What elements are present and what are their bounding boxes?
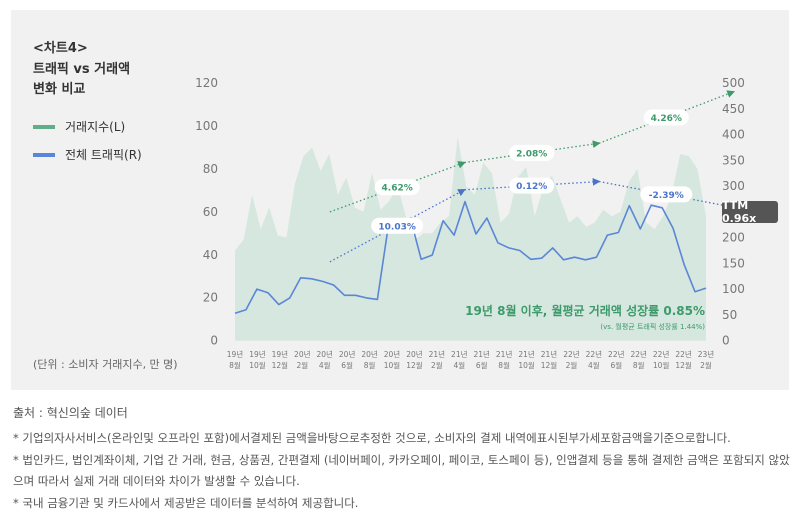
- legend-label-transaction-index: 거래지수(L): [65, 120, 126, 134]
- x-tick-year: 20년: [384, 349, 401, 359]
- x-tick-year: 20년: [361, 349, 378, 359]
- x-tick-month: 10월: [653, 360, 670, 370]
- growth-label: 2.08%: [516, 149, 547, 159]
- transaction-index-area: [235, 136, 706, 341]
- growth-arrow: [464, 178, 601, 191]
- x-tick-month: 8월: [364, 360, 376, 370]
- legend-label-traffic: 전체 트래픽(R): [65, 148, 142, 162]
- growth-label: 4.26%: [651, 114, 682, 124]
- right-axis-tick: 50: [722, 308, 737, 322]
- x-tick-year: 21년: [451, 349, 468, 359]
- x-tick-month: 2월: [296, 360, 308, 370]
- growth-arrow: [464, 140, 601, 164]
- x-tick-month: 6월: [610, 360, 622, 370]
- right-axis-tick: 300: [722, 179, 745, 193]
- x-tick-month: 12월: [406, 360, 423, 370]
- right-axis-tick: 100: [722, 282, 745, 296]
- growth-label: 10.03%: [378, 222, 416, 232]
- growth-summary: 19년 8월 이후, 월평균 거래액 성장률 0.85%: [465, 304, 705, 318]
- x-tick-month: 8월: [633, 360, 645, 370]
- x-tick-year: 22년: [563, 349, 580, 359]
- chart-title: 트래픽 vs 거래액 변화 비교: [33, 62, 131, 97]
- legend-item-traffic: 전체 트래픽(R): [33, 146, 142, 163]
- x-tick-year: 21년: [518, 349, 535, 359]
- x-tick-month: 2월: [431, 360, 443, 370]
- legend-item-transaction-index: 거래지수(L): [33, 118, 125, 135]
- x-tick-month: 8월: [498, 360, 510, 370]
- growth-label: 0.12%: [516, 182, 547, 192]
- x-tick-month: 10월: [518, 360, 535, 370]
- x-tick-year: 23년: [698, 349, 715, 359]
- x-tick-month: 2월: [700, 360, 712, 370]
- x-tick-year: 21년: [496, 349, 513, 359]
- growth-label: 4.62%: [382, 184, 413, 194]
- x-tick-year: 19년: [272, 349, 289, 359]
- left-axis-tick: 100: [195, 119, 218, 133]
- right-axis-tick: 500: [722, 76, 745, 90]
- x-tick-month: 2월: [566, 360, 578, 370]
- x-tick-year: 22년: [675, 349, 692, 359]
- x-tick-month: 12월: [675, 360, 692, 370]
- x-tick-month: 12월: [272, 360, 289, 370]
- source-note: 출처 : 혁신의숲 데이터: [13, 406, 128, 420]
- x-tick-month: 12월: [541, 360, 558, 370]
- growth-label-bg: [643, 109, 689, 126]
- footnote-1: * 기업의자사서비스(온라인및 오프라인 포함)에서결제된 금액을바탕으로추정한…: [13, 431, 731, 445]
- right-axis-tick: 350: [722, 153, 745, 167]
- right-axis-tick: 400: [722, 128, 745, 142]
- right-axis-tick: 450: [722, 102, 745, 116]
- x-tick-month: 4월: [453, 360, 465, 370]
- growth-label-bg: [509, 144, 555, 161]
- left-axis-tick: 80: [203, 162, 218, 176]
- x-tick-month: 10월: [384, 360, 401, 370]
- x-tick-year: 21년: [473, 349, 490, 359]
- left-axis-tick: 0: [210, 334, 218, 348]
- traffic-line: [234, 200, 707, 315]
- x-tick-year: 22년: [630, 349, 647, 359]
- left-axis-tick: 40: [203, 248, 218, 262]
- x-tick-year: 21년: [541, 349, 558, 359]
- x-tick-year: 20년: [316, 349, 333, 359]
- chart-tag: <차트4>: [33, 41, 88, 56]
- x-tick-year: 20년: [294, 349, 311, 359]
- growth-label-bg: [640, 186, 693, 203]
- left-axis-tick: 20: [203, 291, 218, 305]
- growth-summary-comparison: (vs. 월평균 트래픽 성장률 1.44%): [600, 323, 705, 331]
- legend-swatch-transaction-index: [33, 124, 55, 129]
- growth-label: -2.39%: [649, 191, 684, 201]
- x-tick-year: 22년: [653, 349, 670, 359]
- growth-label-bg: [374, 179, 420, 196]
- x-tick-year: 20년: [339, 349, 356, 359]
- x-tick-year: 20년: [406, 349, 423, 359]
- x-tick-year: 22년: [608, 349, 625, 359]
- growth-label-bg: [509, 177, 555, 194]
- x-tick-month: 10월: [249, 360, 266, 370]
- legend-swatch-traffic: [33, 152, 55, 157]
- right-axis-tick: 200: [722, 231, 745, 245]
- x-tick-year: 19년: [227, 349, 244, 359]
- right-axis-tick: 0: [722, 334, 730, 348]
- x-tick-month: 6월: [341, 360, 353, 370]
- x-tick-month: 4월: [588, 360, 600, 370]
- unit-note: (단위 : 소비자 거래지수, 만 명): [33, 358, 178, 371]
- footnote-2: * 법인카드, 법인계좌이체, 기업 간 거래, 현금, 상품권, 간편결제 (…: [13, 453, 790, 488]
- x-tick-month: 8월: [229, 360, 241, 370]
- growth-label-bg: [371, 217, 424, 234]
- footnote-3: * 국내 금융기관 및 카드사에서 제공받은 데이터를 분석하여 제공합니다.: [13, 496, 359, 510]
- left-axis-tick: 120: [195, 76, 218, 90]
- x-tick-month: 6월: [476, 360, 488, 370]
- x-tick-year: 19년: [249, 349, 266, 359]
- x-tick-month: 4월: [319, 360, 331, 370]
- x-tick-year: 21년: [429, 349, 446, 359]
- ttm-badge: TTM 0.96x: [722, 199, 778, 225]
- x-tick-year: 22년: [586, 349, 603, 359]
- left-axis-tick: 60: [203, 205, 218, 219]
- right-axis-tick: 150: [722, 256, 745, 270]
